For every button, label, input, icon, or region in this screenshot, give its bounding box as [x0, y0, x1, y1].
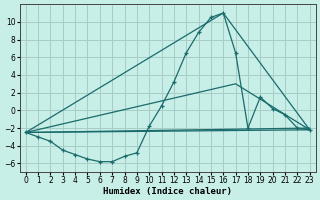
- X-axis label: Humidex (Indice chaleur): Humidex (Indice chaleur): [103, 187, 232, 196]
